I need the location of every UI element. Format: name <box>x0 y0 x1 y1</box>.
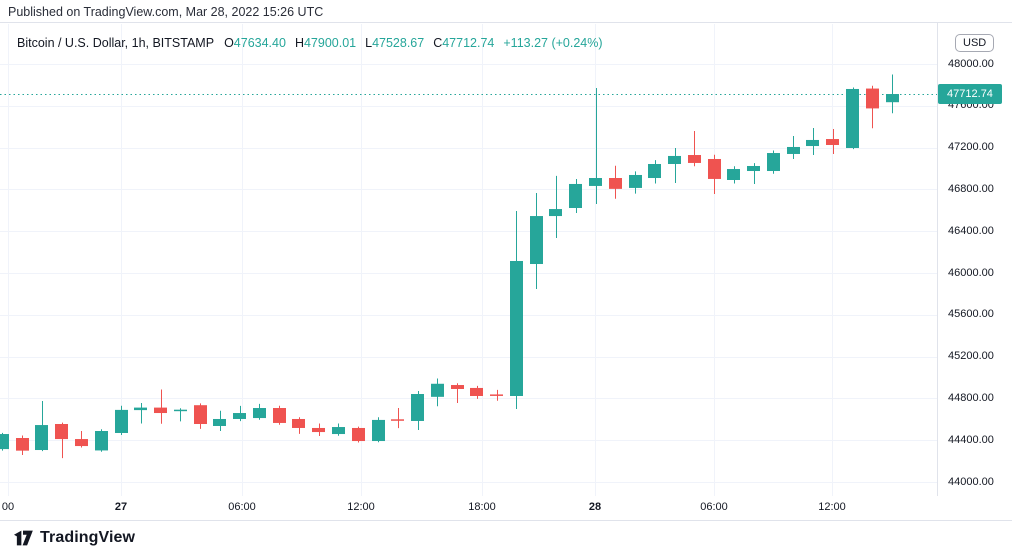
candle-body <box>668 155 681 165</box>
candle-body <box>174 409 187 412</box>
time-tick-label: 06:00 <box>228 501 256 513</box>
candle-body <box>233 413 246 419</box>
ohlc-values: O47634.40 H47900.01 L47528.67 C47712.74 <box>224 36 503 50</box>
candle-body <box>826 139 839 145</box>
time-tick-label: 28 <box>588 501 602 513</box>
candle-body <box>747 165 760 172</box>
price-tick-label: 47200.00 <box>948 141 994 154</box>
candle-body <box>273 408 286 423</box>
candle-body <box>213 418 226 426</box>
candle-body <box>846 88 859 149</box>
candle-body <box>292 418 305 428</box>
ohlc-item: L47528.67 <box>365 36 425 50</box>
candle-body <box>312 427 325 433</box>
candle-body <box>35 425 48 451</box>
candle-body <box>648 164 661 179</box>
candle-body <box>391 419 404 421</box>
currency-usd-button[interactable]: USD <box>955 34 995 52</box>
time-tick-label: 18:00 <box>468 501 496 513</box>
chart-widget: Bitcoin / U.S. Dollar, 1h, BITSTAMP O4763… <box>0 22 1012 521</box>
price-tick-label: 46800.00 <box>948 182 994 195</box>
candle-body <box>134 407 147 411</box>
change-value: +113.27 (+0.24%) <box>503 36 603 50</box>
time-tick-label: 00 <box>1 501 15 513</box>
price-tick-label: 45600.00 <box>948 308 994 321</box>
candle-body <box>688 155 701 163</box>
candle-body <box>609 178 622 189</box>
candle-body <box>332 427 345 435</box>
candle-body <box>787 146 800 154</box>
candlestick-chart[interactable] <box>0 23 937 496</box>
price-tick-label: 48000.00 <box>948 57 994 70</box>
candle-body <box>510 260 523 396</box>
price-tick-label: 44000.00 <box>948 475 994 488</box>
candle-body <box>806 139 819 147</box>
candle-body <box>866 88 879 109</box>
tradingview-logo-text[interactable]: TradingView <box>40 529 136 546</box>
candle-body <box>75 439 88 447</box>
candle-body <box>95 431 108 451</box>
candle-body <box>708 158 721 179</box>
ohlc-item: C47712.74 <box>433 36 495 50</box>
candle-body <box>569 183 582 209</box>
candle-body <box>431 383 444 397</box>
candle-body <box>767 153 780 172</box>
candle-body <box>451 385 464 389</box>
candle-body <box>194 405 207 425</box>
last-price-badge: 47712.74 <box>938 84 1002 105</box>
candle-body <box>16 438 29 451</box>
chart-legend: Bitcoin / U.S. Dollar, 1h, BITSTAMP O4763… <box>17 36 603 50</box>
candle-body <box>470 387 483 396</box>
price-tick-label: 46000.00 <box>948 266 994 279</box>
ohlc-item: O47634.40 <box>224 36 286 50</box>
candle-body <box>530 216 543 265</box>
candle-body <box>115 409 128 433</box>
time-tick-label: 12:00 <box>818 501 846 513</box>
ohlc-item: H47900.01 <box>294 36 357 50</box>
candle-body <box>154 407 167 414</box>
candle-body <box>589 178 602 186</box>
price-tick-label: 44400.00 <box>948 433 994 446</box>
tradingview-logo-icon <box>12 529 34 547</box>
price-tick-label: 44800.00 <box>948 391 994 404</box>
time-tick-label: 27 <box>114 501 128 513</box>
candle-body <box>372 419 385 442</box>
time-tick-label: 12:00 <box>347 501 375 513</box>
candle-body <box>253 408 266 419</box>
time-axis[interactable]: 00 27 06:00 12:00 18:00 28 06:00 12:00 <box>0 496 1012 519</box>
candle-body <box>352 427 365 442</box>
candle-body <box>490 394 503 396</box>
symbol-title: Bitcoin / U.S. Dollar, 1h, BITSTAMP <box>17 36 215 50</box>
candle-body <box>629 174 642 188</box>
candle-body <box>549 209 562 217</box>
candle-body <box>886 94 899 103</box>
price-tick-label: 46400.00 <box>948 224 994 237</box>
price-axis[interactable]: USD 47712.74 48000.00 47600.00 47200.00 468… <box>937 23 1012 496</box>
footer: TradingView <box>12 529 135 547</box>
time-tick-label: 06:00 <box>700 501 728 513</box>
candle-body <box>727 169 740 180</box>
published-caption: Published on TradingView.com, Mar 28, 20… <box>8 5 324 19</box>
candle-body <box>0 434 9 450</box>
candle-body <box>55 424 68 440</box>
price-tick-label: 45200.00 <box>948 350 994 363</box>
candle-body <box>411 394 424 421</box>
